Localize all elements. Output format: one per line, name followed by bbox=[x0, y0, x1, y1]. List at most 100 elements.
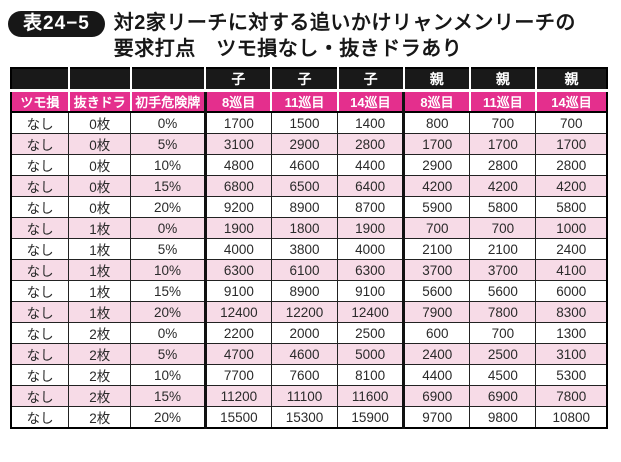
table-cell: 3700 bbox=[402, 259, 471, 281]
table-cell: 4000 bbox=[337, 238, 405, 260]
table-cell: 1枚 bbox=[68, 280, 132, 302]
table-cell: 10800 bbox=[535, 406, 608, 429]
table-cell: 2枚 bbox=[68, 343, 132, 365]
table-row: なし 1枚 5% 4000 3800 4000 2100 2100 2400 bbox=[10, 238, 608, 260]
table-cell: 2100 bbox=[402, 238, 471, 260]
table-body: なし 0枚 0% 1700 1500 1400 800 700 700 なし 0枚 5% 3100 290… bbox=[10, 111, 608, 429]
table-cell: 7600 bbox=[270, 364, 339, 386]
group-header-cell bbox=[67, 68, 131, 92]
table-cell: 9100 bbox=[337, 280, 405, 302]
table-cell: 6000 bbox=[535, 280, 608, 302]
table-cell: 20% bbox=[130, 301, 206, 323]
table-cell: 700 bbox=[535, 111, 608, 134]
column-header-cell: ツモ損 bbox=[11, 90, 69, 113]
group-header-cell: 親 bbox=[402, 68, 470, 92]
page-title: 対2家リーチに対する追いかけリャンメンリーチの 要求打点 ツモ損なし・抜きドラあ… bbox=[114, 10, 576, 62]
table-cell: 4800 bbox=[203, 154, 272, 176]
table-cell: 0枚 bbox=[68, 196, 132, 218]
table-cell: 10% bbox=[130, 364, 206, 386]
table-cell: 1000 bbox=[535, 217, 608, 239]
table-cell: 8100 bbox=[337, 364, 405, 386]
table-row: なし 2枚 20% 15500 15300 15900 9700 9800 10800 bbox=[10, 406, 608, 429]
table-cell: なし bbox=[10, 154, 70, 176]
table-cell: 0枚 bbox=[68, 111, 132, 134]
table-cell: 0% bbox=[130, 217, 206, 239]
table-cell: なし bbox=[10, 385, 70, 407]
table-cell: なし bbox=[10, 238, 70, 260]
table-cell: 2400 bbox=[402, 343, 471, 365]
table-cell: 3800 bbox=[270, 238, 339, 260]
table-cell: 0枚 bbox=[68, 175, 132, 197]
table-row: なし 0枚 15% 6800 6500 6400 4200 4200 4200 bbox=[10, 175, 608, 197]
table-cell: 12400 bbox=[337, 301, 405, 323]
table-cell: 20% bbox=[130, 406, 206, 429]
table-cell: 700 bbox=[469, 111, 537, 134]
table-cell: 6300 bbox=[203, 259, 272, 281]
table-cell: 2000 bbox=[270, 322, 339, 344]
table-cell: 6100 bbox=[270, 259, 339, 281]
group-header-row: 子子子親親親 bbox=[11, 68, 607, 92]
table-cell: なし bbox=[10, 217, 70, 239]
table-cell: 2800 bbox=[337, 133, 405, 155]
table-cell: 1700 bbox=[402, 133, 471, 155]
table-cell: 5800 bbox=[469, 196, 537, 218]
table-cell: 0枚 bbox=[68, 133, 132, 155]
table-cell: 11600 bbox=[337, 385, 405, 407]
table-cell: 2200 bbox=[203, 322, 272, 344]
table-row: なし 0枚 5% 3100 2900 2800 1700 1700 1700 bbox=[10, 133, 608, 155]
table-cell: 2900 bbox=[402, 154, 471, 176]
table-cell: 1300 bbox=[535, 322, 608, 344]
table-number-badge: 表24−5 bbox=[8, 11, 105, 37]
table-cell: なし bbox=[10, 301, 70, 323]
table-row: なし 1枚 0% 1900 1800 1900 700 700 1000 bbox=[10, 217, 608, 239]
table-cell: なし bbox=[10, 343, 70, 365]
table-cell: 5% bbox=[130, 238, 206, 260]
table-cell: 2枚 bbox=[68, 322, 132, 344]
column-header-cell: 8巡目 bbox=[203, 90, 272, 113]
table-cell: 1900 bbox=[337, 217, 405, 239]
table-cell: 5600 bbox=[402, 280, 471, 302]
column-header-cell: 14巡目 bbox=[336, 90, 404, 113]
table-cell: 2枚 bbox=[68, 406, 132, 429]
table-cell: なし bbox=[10, 133, 70, 155]
group-header-cell bbox=[129, 68, 206, 92]
table-cell: 1800 bbox=[270, 217, 339, 239]
table-cell: なし bbox=[10, 280, 70, 302]
table-cell: 5% bbox=[130, 133, 206, 155]
table-cell: 9700 bbox=[402, 406, 471, 429]
table-cell: なし bbox=[10, 364, 70, 386]
table-cell: 8300 bbox=[535, 301, 608, 323]
table-cell: 15% bbox=[130, 385, 206, 407]
table-row: なし 0枚 0% 1700 1500 1400 800 700 700 bbox=[10, 111, 608, 134]
table-cell: 15300 bbox=[270, 406, 339, 429]
table-cell: 8900 bbox=[270, 196, 339, 218]
table-cell: 9100 bbox=[203, 280, 272, 302]
table-cell: 700 bbox=[469, 217, 537, 239]
table-cell: 1700 bbox=[535, 133, 608, 155]
column-header-cell: 14巡目 bbox=[534, 90, 607, 113]
table-cell: 6500 bbox=[270, 175, 339, 197]
table-row: なし 2枚 0% 2200 2000 2500 600 700 1300 bbox=[10, 322, 608, 344]
table-cell: 1500 bbox=[270, 111, 339, 134]
table-cell: 8700 bbox=[337, 196, 405, 218]
table-cell: 1枚 bbox=[68, 301, 132, 323]
table-cell: 11200 bbox=[203, 385, 272, 407]
title-line-1: 対2家リーチに対する追いかけリャンメンリーチの bbox=[113, 12, 576, 34]
table-cell: 4200 bbox=[469, 175, 537, 197]
table-row: なし 2枚 15% 11200 11100 11600 6900 6900 7800 bbox=[10, 385, 608, 407]
table-cell: 1枚 bbox=[68, 238, 132, 260]
table-cell: 5000 bbox=[337, 343, 405, 365]
table-cell: 700 bbox=[402, 217, 471, 239]
table-cell: なし bbox=[10, 111, 70, 134]
column-header-cell: 8巡目 bbox=[402, 90, 470, 113]
table-cell: 5900 bbox=[402, 196, 471, 218]
table-cell: 1枚 bbox=[68, 217, 132, 239]
table-cell: 3100 bbox=[535, 343, 608, 365]
table-cell: 6300 bbox=[337, 259, 405, 281]
table-cell: 20% bbox=[130, 196, 206, 218]
table-cell: なし bbox=[10, 406, 70, 429]
table-row: なし 0枚 20% 9200 8900 8700 5900 5800 5800 bbox=[10, 196, 608, 218]
table-cell: 1900 bbox=[203, 217, 272, 239]
table-cell: 1400 bbox=[337, 111, 405, 134]
table-cell: 11100 bbox=[270, 385, 339, 407]
